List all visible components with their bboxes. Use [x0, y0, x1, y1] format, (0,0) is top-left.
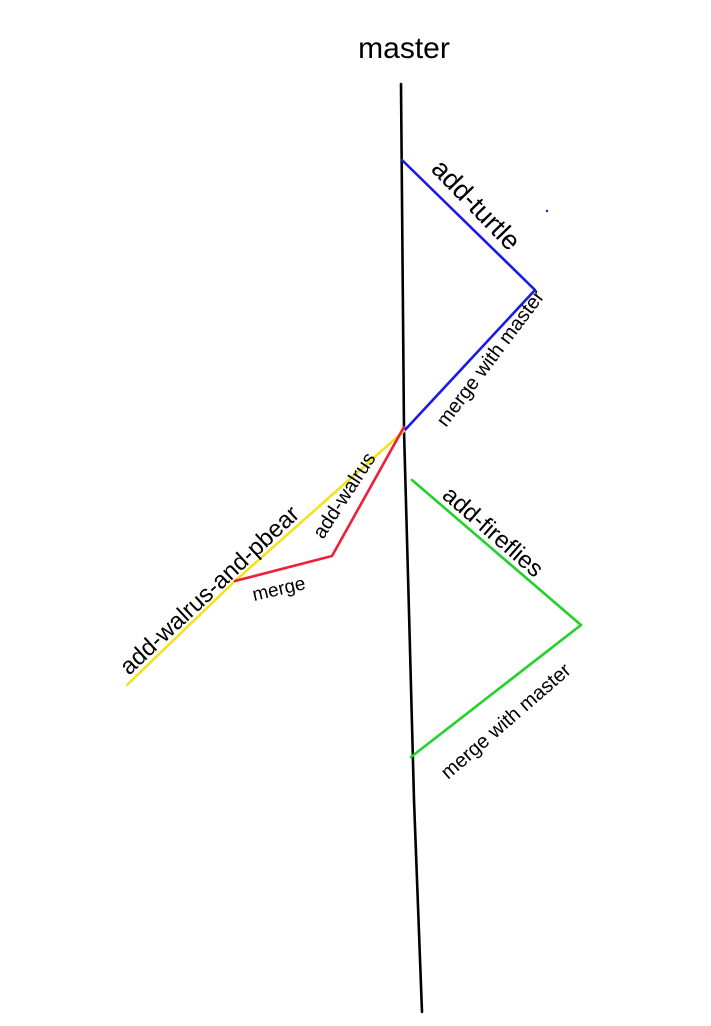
add-fireflies-label: add-fireflies — [437, 481, 548, 583]
add-walrus-branch-line — [233, 425, 406, 583]
master-label: master — [358, 32, 450, 65]
add-walrus-merge-label: merge — [250, 573, 307, 606]
add-turtle-branch-line — [400, 158, 537, 433]
add-turtle-merge-label: merge with master — [432, 286, 549, 431]
add-turtle-label: add-turtle — [426, 153, 527, 256]
add-fireflies-branch-line — [409, 478, 583, 759]
master-branch-line — [399, 82, 424, 1014]
add-walrus-label: add-walrus — [309, 449, 381, 543]
stray-dot — [545, 209, 549, 213]
